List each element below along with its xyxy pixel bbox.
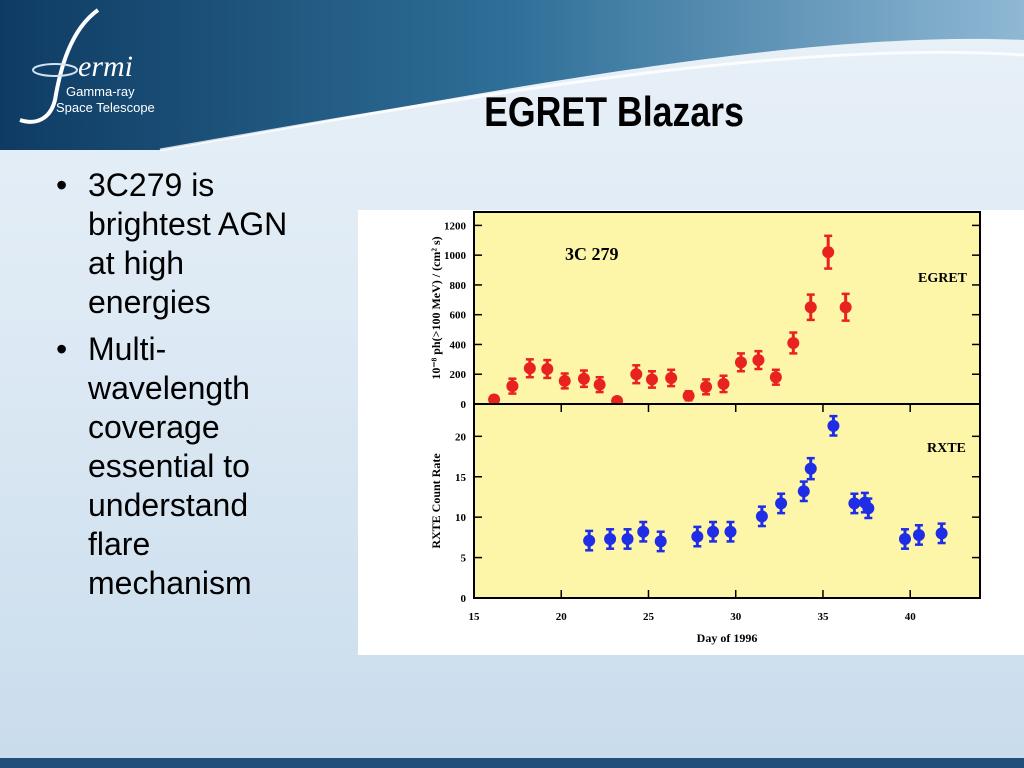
- point: [755, 510, 768, 523]
- x-tick-label: 25: [643, 611, 655, 623]
- logo-subtitle: Gamma-ray: [66, 84, 135, 99]
- point: [775, 497, 788, 510]
- point: [621, 532, 634, 545]
- header-swoosh: [159, 50, 1024, 152]
- point: [804, 301, 817, 314]
- logo-text: ermi: [78, 50, 133, 83]
- point: [665, 371, 678, 384]
- point: [506, 380, 519, 393]
- point: [682, 389, 695, 402]
- footer-band: [0, 758, 1024, 768]
- y-tick-label: 20: [455, 431, 467, 443]
- x-tick-label: 15: [469, 611, 481, 623]
- point: [734, 356, 747, 369]
- y-tick-label: 800: [450, 280, 467, 292]
- point: [583, 534, 596, 547]
- logo-swash: [19, 8, 100, 124]
- point: [769, 371, 782, 384]
- point: [707, 525, 720, 538]
- point: [752, 354, 765, 367]
- point: [541, 363, 554, 376]
- x-tick-label: 35: [817, 611, 829, 623]
- point: [912, 528, 925, 541]
- point: [797, 485, 810, 498]
- point: [577, 372, 590, 385]
- annotation: RXTE: [927, 441, 966, 456]
- point: [630, 368, 643, 381]
- y-tick-label: 400: [450, 339, 467, 351]
- point: [787, 336, 800, 349]
- y-axis-label: 10⁻⁸ ph(>100 MeV) / (cm² s): [429, 236, 443, 379]
- point: [848, 497, 861, 510]
- point: [700, 380, 713, 393]
- point: [839, 301, 852, 314]
- bullet: Multi-wavelength coverage essential to u…: [50, 330, 313, 603]
- point: [558, 374, 571, 387]
- point: [804, 462, 817, 475]
- x-tick-label: 20: [556, 611, 568, 623]
- y-tick-label: 1200: [444, 220, 467, 232]
- point: [717, 377, 730, 390]
- point: [645, 373, 658, 386]
- point: [827, 419, 840, 432]
- point: [862, 502, 875, 515]
- point: [898, 532, 911, 545]
- point: [822, 246, 835, 259]
- logo-subtitle: Space Telescope: [56, 100, 155, 115]
- point: [523, 362, 536, 375]
- logo-orbit: [32, 63, 78, 77]
- bullet-list: 3C279 is brightest AGN at high energies …: [50, 166, 320, 611]
- y-tick-label: 15: [455, 472, 467, 484]
- x-tick-label: 30: [730, 611, 742, 623]
- point: [935, 527, 948, 540]
- y-tick-label: 200: [450, 369, 467, 381]
- slide-title: EGRET Blazars: [484, 89, 744, 135]
- y-tick-label: 600: [450, 310, 467, 322]
- annotation: 3C 279: [565, 244, 619, 264]
- y-tick-label: 0: [461, 593, 467, 605]
- y-tick-label: 10: [455, 512, 467, 524]
- point: [724, 525, 737, 538]
- y-tick-label: 1000: [444, 250, 467, 262]
- point: [637, 525, 650, 538]
- point: [488, 393, 501, 406]
- x-axis-label: Day of 1996: [697, 631, 758, 645]
- point: [593, 378, 606, 391]
- annotation: EGRET: [918, 271, 968, 286]
- x-tick-label: 40: [905, 611, 917, 623]
- header-band: [0, 0, 1024, 150]
- plot-area: [473, 403, 981, 599]
- y-tick-label: 0: [461, 399, 467, 411]
- y-tick-label: 5: [461, 553, 467, 565]
- point: [691, 530, 704, 543]
- point: [654, 535, 667, 548]
- bullet: 3C279 is brightest AGN at high energies: [50, 166, 313, 322]
- y-axis-label: RXTE Count Rate: [429, 453, 443, 549]
- point: [604, 532, 617, 545]
